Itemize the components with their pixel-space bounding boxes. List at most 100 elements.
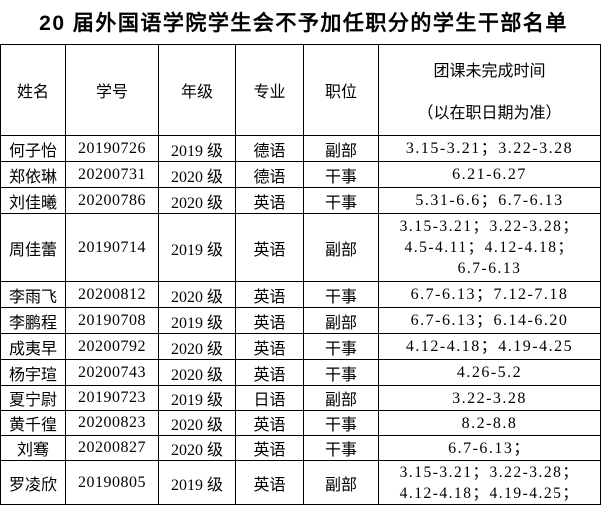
- column-header-student-id: 学号: [65, 44, 159, 136]
- cell-major: 日语: [235, 385, 304, 411]
- cell-student-id: 20200792: [65, 333, 159, 360]
- cell-times: 3.15-3.21；3.22-3.28； 4.5-4.11；4.12-4.18； 6…: [378, 213, 601, 282]
- cell-major: 德语: [235, 161, 304, 188]
- cell-name: 夏宁尉: [0, 385, 66, 411]
- time-line: 3.15-3.21；3.22-3.28；: [399, 218, 580, 235]
- cell-times: 6.21-6.27: [378, 161, 601, 188]
- cell-position: 干事: [303, 161, 379, 188]
- cell-name: 杨宇瑄: [0, 359, 66, 386]
- cell-position: 干事: [303, 410, 379, 436]
- cell-times: 6.7-6.13；6.14-6.20: [378, 307, 601, 334]
- column-header-major: 专业: [235, 44, 304, 136]
- cell-times: 3.22-3.28: [378, 385, 601, 411]
- cell-times: 4.26-5.2: [378, 359, 601, 386]
- cell-times: 3.15-3.21；3.22-3.28: [378, 135, 601, 162]
- time-header-line1: 团课未完成时间: [433, 63, 546, 80]
- cell-name: 李鹏程: [0, 307, 66, 334]
- cell-grade: 2019 级: [158, 385, 236, 411]
- time-line: 4.5-4.11；4.12-4.18；: [404, 239, 575, 256]
- cell-major: 英语: [235, 187, 304, 214]
- cell-student-id: 20190726: [65, 135, 159, 162]
- cell-position: 副部: [303, 213, 379, 282]
- cell-name: 李雨飞: [0, 281, 66, 308]
- time-line: 3.15-3.21；3.22-3.28；: [399, 463, 580, 481]
- cell-grade: 2020 级: [158, 161, 236, 188]
- column-header-position: 职位: [303, 44, 379, 136]
- cell-position: 干事: [303, 435, 379, 461]
- cell-student-id: 20200731: [65, 161, 159, 188]
- table-row: 李鹏程 20190708 2019 级英语 副部 6.7-6.13；6.14-6.20: [0, 307, 601, 334]
- cell-major: 英语: [235, 435, 304, 461]
- time-line: 4.26-5.2: [456, 364, 523, 381]
- cell-name: 黄千徨: [0, 410, 66, 436]
- cell-times: 8.2-8.8: [378, 410, 601, 436]
- table-body: 何子怡 20190726 2019 级德语 副部 3.15-3.21；3.22-3.28…: [0, 135, 601, 505]
- cell-student-id: 20200827: [65, 435, 159, 461]
- cell-position: 副部: [303, 135, 379, 162]
- time-line: 6.7-6.13: [457, 260, 522, 277]
- table-row: 成夷早 20200792 2020 级英语 干事 4.12-4.18；4.19-4.25: [0, 333, 601, 360]
- time-header-line2: （以在职日期为准）: [417, 105, 562, 122]
- time-line: 3.22-3.28: [452, 389, 527, 407]
- time-line: 3.15-3.21；3.22-3.28: [405, 140, 574, 157]
- cell-grade: 2020 级: [158, 410, 236, 436]
- cell-major: 英语: [235, 410, 304, 436]
- cell-student-id: 20190714: [65, 213, 159, 282]
- cell-major: 英语: [235, 359, 304, 386]
- table-row: 夏宁尉 20190723 2019 级日语 副部 3.22-3.28: [0, 385, 601, 411]
- cell-student-id: 20190708: [65, 307, 159, 334]
- cell-name: 郑依琳: [0, 161, 66, 188]
- cell-grade: 2019 级: [158, 213, 236, 282]
- cell-name: 成夷早: [0, 333, 66, 360]
- cell-position: 干事: [303, 187, 379, 214]
- table-row: 杨宇瑄 20200743 2020 级英语 干事 4.26-5.2: [0, 359, 601, 386]
- cell-major: 英语: [235, 281, 304, 308]
- cell-grade: 2020 级: [158, 281, 236, 308]
- column-header-name: 姓名: [0, 44, 66, 136]
- table-header: 姓名 学号 年级 专业 职位 团课未完成时间 （以在职日期为准）: [0, 44, 601, 136]
- cell-grade: 2020 级: [158, 187, 236, 214]
- cell-grade: 2019 级: [158, 135, 236, 162]
- cell-grade: 2020 级: [158, 435, 236, 461]
- time-line: 6.7-6.13；: [448, 439, 531, 457]
- time-line: 4.12-4.18；4.19-4.25: [405, 338, 574, 355]
- table-row: 郑依琳 20200731 2020 级德语 干事 6.21-6.27: [0, 161, 601, 188]
- cell-times: 6.7-6.13；: [378, 435, 601, 461]
- cell-times: 6.7-6.13；7.12-7.18: [378, 281, 601, 308]
- table-row: 周佳蕾 20190714 2019 级英语 副部 3.15-3.21；3.22-3.28…: [0, 213, 601, 282]
- column-header-grade: 年级: [158, 44, 236, 136]
- cell-grade: 2020 级: [158, 359, 236, 386]
- table-row: 刘骞 20200827 2020 级英语 干事 6.7-6.13；: [0, 435, 601, 461]
- cell-major: 英语: [235, 307, 304, 334]
- table-row: 刘佳曦 20200786 2020 级英语 干事 5.31-6.6；6.7-6.13: [0, 187, 601, 214]
- time-line: 5.31-6.6；6.7-6.13: [415, 192, 564, 209]
- cell-position: 副部: [303, 385, 379, 411]
- cell-major: 英语: [235, 213, 304, 282]
- cell-times: 5.31-6.6；6.7-6.13: [378, 187, 601, 214]
- student-roster-table: 姓名 学号 年级 专业 职位 团课未完成时间 （以在职日期为准） 何子怡 20190726 20…: [0, 44, 601, 505]
- cell-times: 4.12-4.18；4.19-4.25: [378, 333, 601, 360]
- cell-student-id: 20200823: [65, 410, 159, 436]
- cell-position: 干事: [303, 359, 379, 386]
- time-line: 6.7-6.13；6.14-6.20: [410, 312, 569, 329]
- time-line: 6.7-6.13；7.12-7.18: [410, 286, 569, 303]
- table-row: 李雨飞 20200812 2020 级英语 干事 6.7-6.13；7.12-7.18: [0, 281, 601, 308]
- cell-name: 何子怡: [0, 135, 66, 162]
- cell-position: 干事: [303, 333, 379, 360]
- table-row: 黄千徨 20200823 2020 级英语 干事 8.2-8.8: [0, 410, 601, 436]
- cell-student-id: 20190723: [65, 385, 159, 411]
- cell-student-id: 20200786: [65, 187, 159, 214]
- page-title: 20 届外国语学院学生会不予加任职分的学生干部名单: [39, 12, 568, 35]
- cell-position: 副部: [303, 307, 379, 334]
- cell-major: 德语: [235, 135, 304, 162]
- cell-student-id: 20200743: [65, 359, 159, 386]
- cell-student-id: 20200812: [65, 281, 159, 308]
- time-line: 8.2-8.8: [461, 414, 518, 432]
- time-line: 6.21-6.27: [452, 166, 527, 183]
- column-header-incomplete-time: 团课未完成时间 （以在职日期为准）: [378, 44, 601, 136]
- cell-grade: 2019 级: [158, 307, 236, 334]
- cell-grade: 2020 级: [158, 333, 236, 360]
- cell-major: 英语: [235, 333, 304, 360]
- cell-name: 刘骞: [0, 435, 66, 461]
